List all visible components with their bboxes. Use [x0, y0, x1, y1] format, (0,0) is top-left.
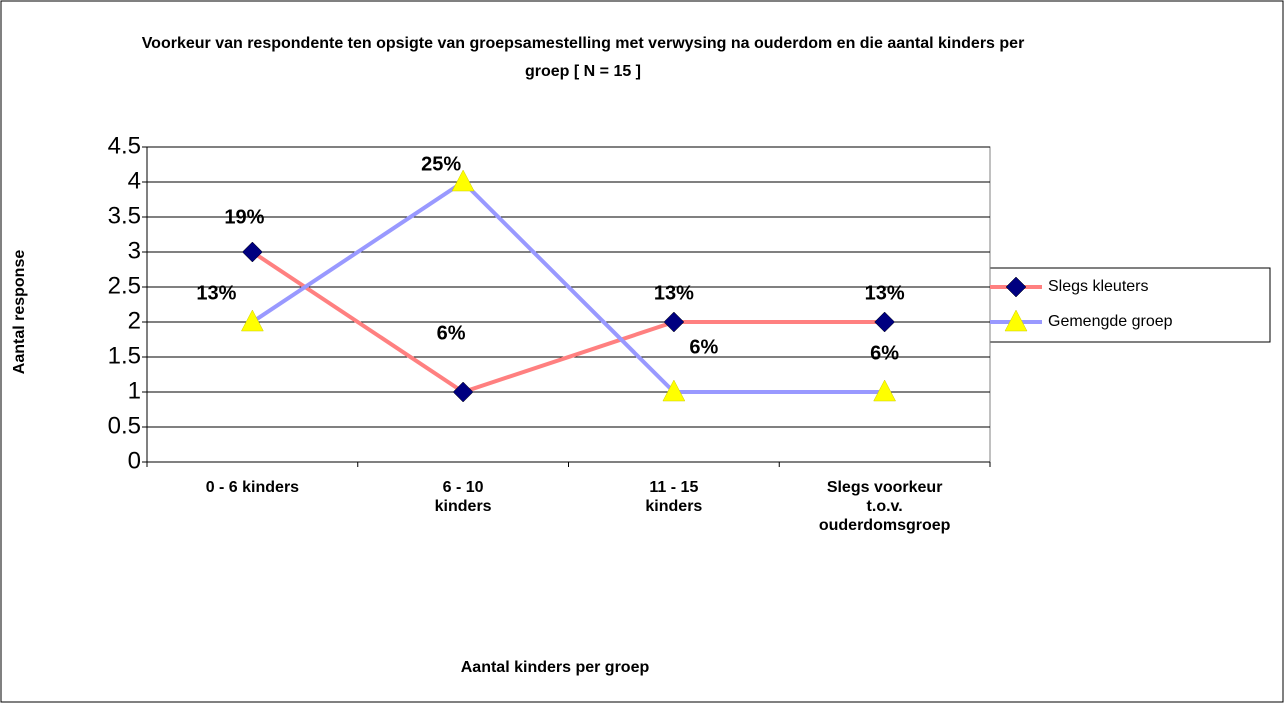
- x-tick-label: 11 - 15 kinders: [645, 479, 703, 515]
- y-tick-label: 1.5: [108, 342, 141, 369]
- data-label: 13%: [865, 282, 905, 304]
- legend-label: Slegs kleuters: [1048, 278, 1149, 295]
- data-point: [452, 381, 474, 403]
- data-point: [873, 379, 897, 402]
- data-point: [451, 169, 475, 192]
- y-axis-label: Aantal response: [11, 250, 28, 375]
- data-label: 25%: [421, 153, 461, 175]
- data-point: [242, 241, 263, 263]
- x-axis-label: Aantal kinders per groep: [461, 659, 650, 676]
- y-tick-label: 1: [128, 377, 141, 404]
- legend-label: Gemengde groep: [1048, 313, 1173, 330]
- data-point: [240, 309, 264, 332]
- x-tick-label: 0 - 6 kinders: [205, 479, 300, 496]
- data-label: 6%: [870, 342, 899, 364]
- x-tick-box: Slegs voorkeur t.o.v. ouderdomsgroep: [818, 479, 951, 534]
- series-line: [251, 250, 885, 395]
- y-tick-label: 2: [128, 307, 141, 334]
- y-tick-label: 3: [128, 237, 141, 264]
- data-point: [874, 311, 895, 333]
- data-label: 19%: [224, 206, 264, 228]
- data-label: 6%: [437, 322, 466, 344]
- x-tick-box: 0 - 6 kinders: [205, 479, 300, 496]
- legend-marker: [1005, 276, 1027, 298]
- x-tick-label: 6 - 10 kinders: [434, 479, 492, 515]
- y-tick-label: 4: [128, 167, 141, 194]
- data-point: [663, 311, 685, 333]
- chart-title: Voorkeur van respondente ten opsigte van…: [141, 35, 1025, 80]
- y-tick-label: 0: [128, 447, 141, 474]
- plot-area: [146, 146, 991, 463]
- data-label: 13%: [654, 282, 694, 304]
- legend-marker: [1004, 309, 1028, 332]
- data-label: 6%: [689, 336, 718, 358]
- y-tick-label: 3.5: [108, 202, 141, 229]
- y-tick-label: 2.5: [108, 272, 141, 299]
- legend-box: [981, 267, 1271, 343]
- x-tick-label: Slegs voorkeur t.o.v. ouderdomsgroep: [818, 479, 951, 534]
- series-line: [251, 179, 885, 394]
- y-tick-label: 4.5: [108, 132, 141, 159]
- x-tick-box: 11 - 15 kinders: [645, 479, 703, 515]
- data-point: [662, 379, 686, 402]
- data-label: 13%: [196, 282, 236, 304]
- title-box: Voorkeur van respondente ten opsigte van…: [141, 35, 1025, 80]
- y-tick-label: 0.5: [108, 412, 141, 439]
- x-tick-box: 6 - 10 kinders: [434, 479, 492, 515]
